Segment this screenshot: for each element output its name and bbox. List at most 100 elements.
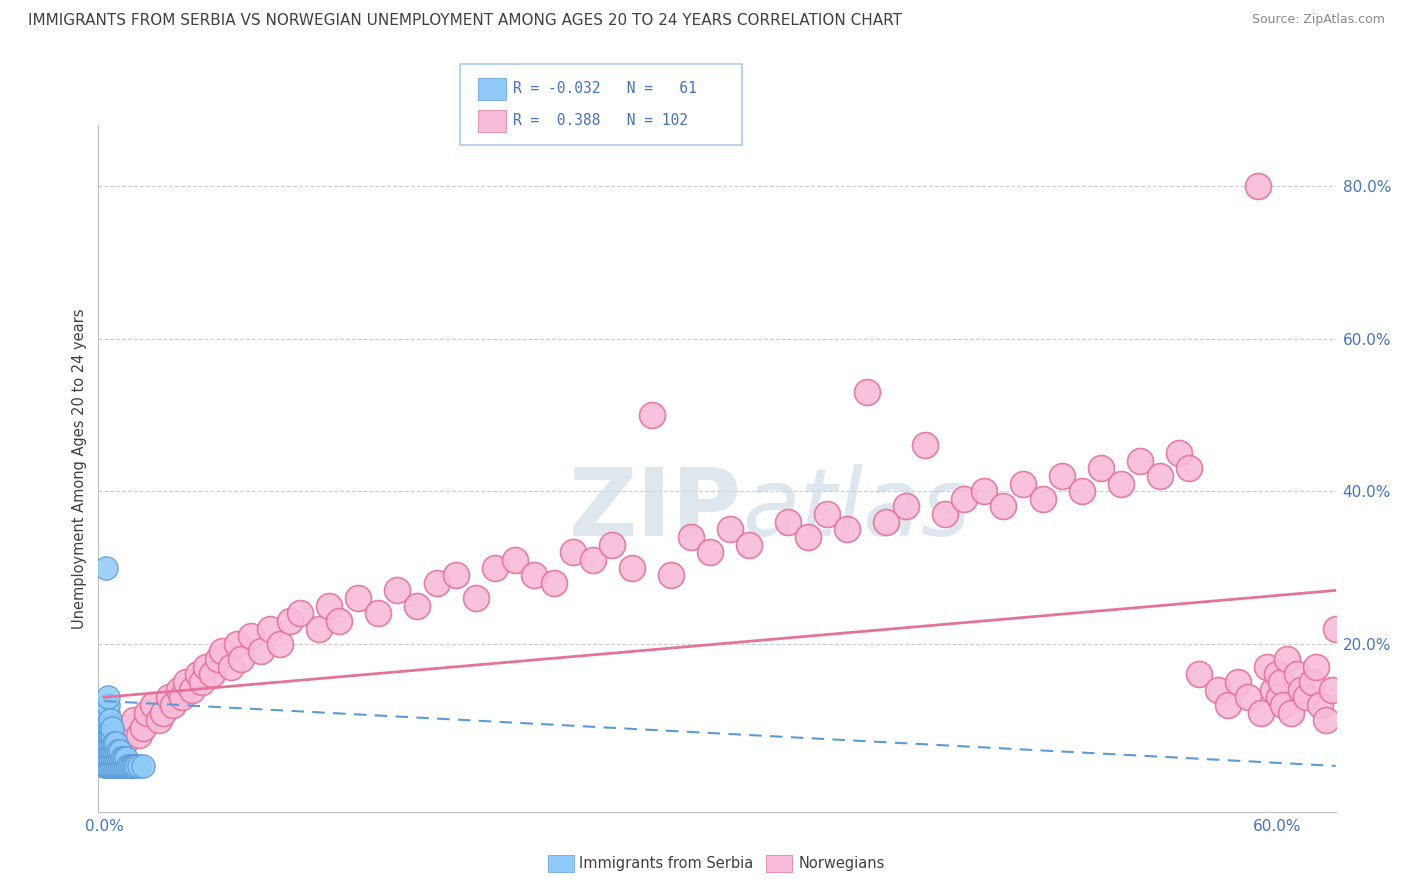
Point [1012,476,1035,491]
Text: atlas: atlas [742,464,970,555]
Point [103,751,125,765]
Point [97,728,120,742]
Text: Source: ZipAtlas.com: Source: ZipAtlas.com [1251,13,1385,27]
Point [98,736,121,750]
Point [239,629,262,643]
Point [1090,461,1112,475]
Point [1256,659,1278,673]
Point [117,721,139,735]
Point [152,706,174,720]
Point [122,713,145,727]
Point [1236,690,1258,705]
Point [117,759,139,773]
Text: Immigrants from Serbia: Immigrants from Serbia [579,856,754,871]
Point [1265,667,1288,681]
Point [93,759,115,773]
Point [96,744,118,758]
Point [211,644,233,658]
Point [503,553,526,567]
Point [93,728,115,742]
Point [1285,667,1308,681]
Point [107,751,129,765]
Point [122,759,145,773]
Point [484,560,506,574]
Point [107,744,129,758]
Point [121,759,143,773]
Point [132,721,155,735]
Point [953,491,976,506]
Point [97,721,120,735]
Y-axis label: Unemployment Among Ages 20 to 24 years: Unemployment Among Ages 20 to 24 years [72,308,87,629]
Point [226,637,249,651]
Point [543,575,565,590]
Point [112,736,135,750]
Point [1050,469,1073,483]
Point [855,384,877,399]
Point [142,698,165,712]
Point [1309,698,1331,712]
Point [288,607,311,621]
Point [111,751,134,765]
Point [207,652,229,666]
Point [229,652,252,666]
Point [1279,706,1302,720]
Point [157,690,180,705]
Point [194,659,217,673]
Point [167,682,190,697]
Point [97,736,120,750]
Point [97,698,120,712]
Point [103,744,125,758]
Point [367,607,389,621]
Point [162,698,184,712]
Point [718,522,741,536]
Point [1250,706,1272,720]
Point [98,728,121,742]
Point [101,736,124,750]
Point [1246,178,1268,193]
Point [1129,453,1152,467]
Point [894,500,917,514]
Point [101,728,124,742]
Point [105,736,128,750]
Point [993,500,1015,514]
Point [1188,667,1211,681]
Point [1178,461,1201,475]
Point [934,507,956,521]
Point [817,507,839,521]
Point [1270,675,1292,690]
Point [132,759,155,773]
Point [191,675,214,690]
Point [875,515,897,529]
Point [101,744,124,758]
Point [108,751,131,765]
Point [582,553,605,567]
Point [1031,491,1053,506]
Point [96,736,118,750]
Point [738,538,761,552]
Point [269,637,291,651]
Point [278,614,301,628]
Point [97,751,120,765]
Point [1268,690,1291,705]
Point [1218,698,1240,712]
Point [105,759,128,773]
Point [914,438,936,452]
Point [1315,713,1337,727]
Point [523,568,546,582]
Point [128,728,150,742]
Point [114,751,136,765]
Point [105,751,128,765]
Point [98,721,121,735]
Point [118,759,141,773]
Point [101,751,124,765]
Point [259,622,281,636]
Point [97,744,120,758]
Point [1070,484,1092,499]
Point [1271,698,1294,712]
Point [1324,622,1347,636]
Point [1168,446,1191,460]
Point [679,530,702,544]
Point [562,545,585,559]
Point [114,759,136,773]
Point [221,659,243,673]
